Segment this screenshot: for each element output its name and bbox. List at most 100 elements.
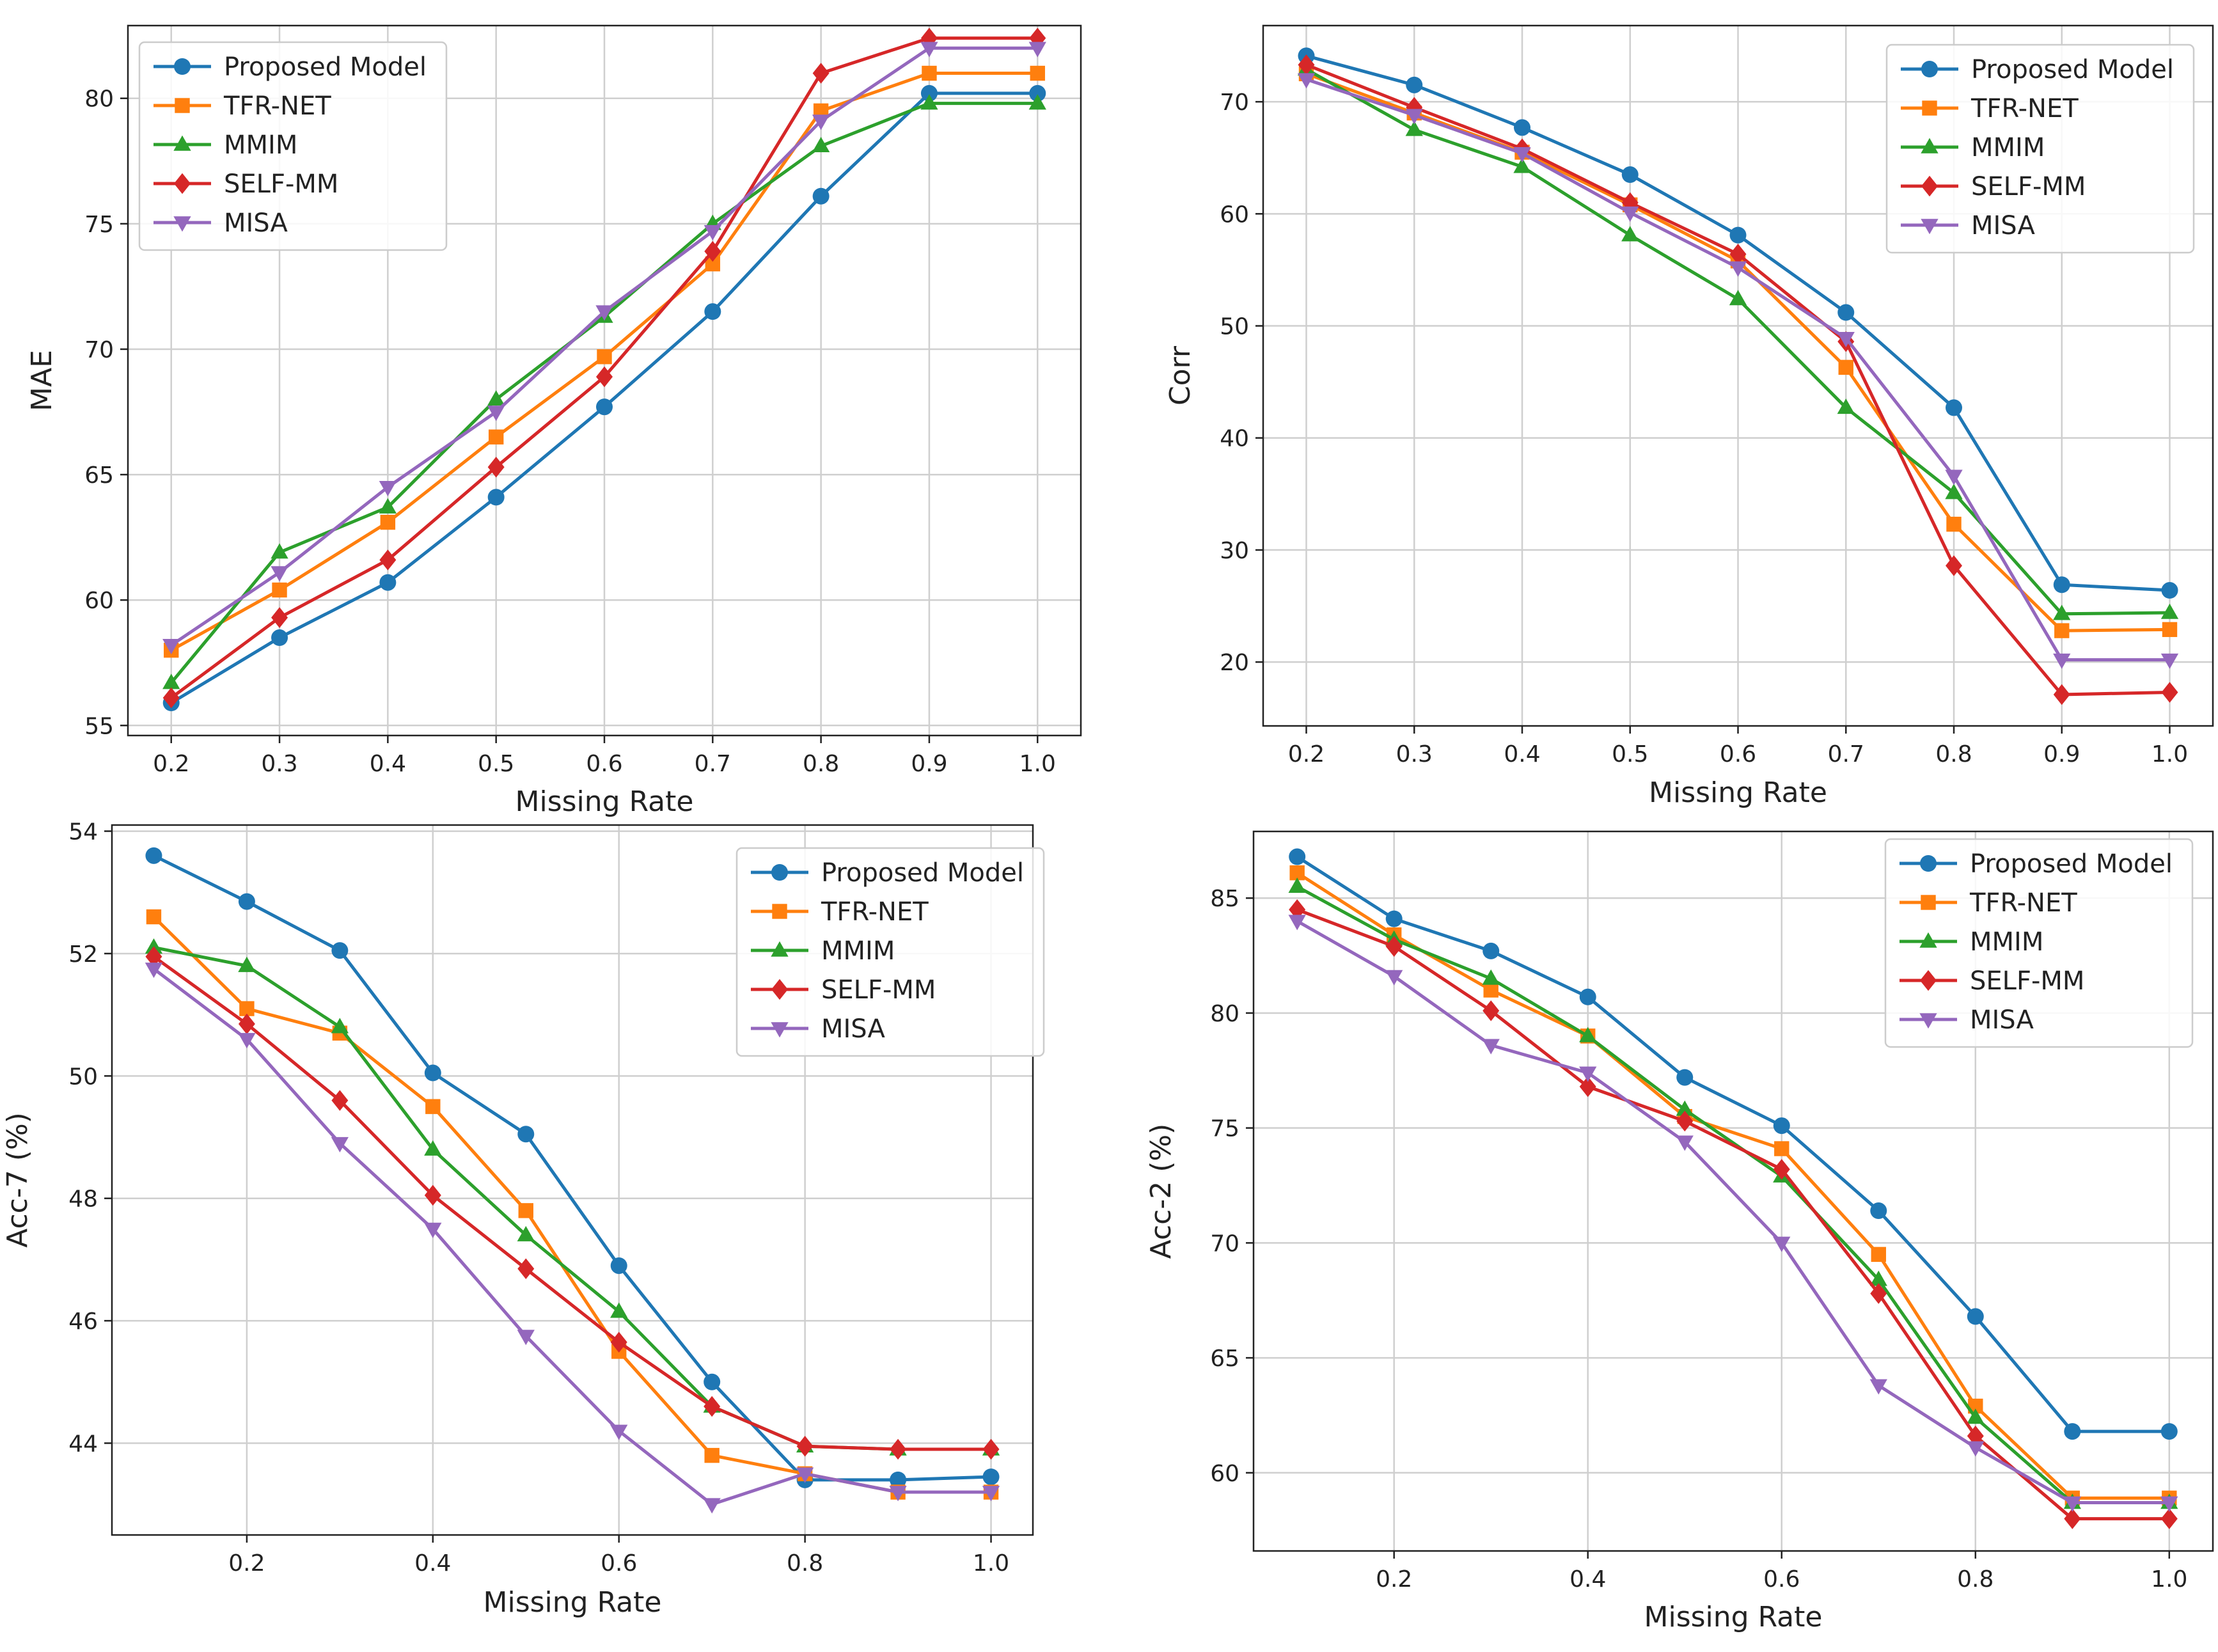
- x-tick-label: 0.2: [153, 751, 189, 777]
- y-tick-label: 75: [1210, 1116, 1239, 1142]
- data-point-misa: [812, 114, 830, 130]
- data-point-proposed-model: [1483, 942, 1500, 959]
- data-point-mmim: [424, 1140, 442, 1156]
- data-point-misa: [703, 1498, 721, 1514]
- legend-label: MMIM: [1971, 133, 2045, 162]
- data-point-mmim: [238, 956, 256, 972]
- legend-marker: [1921, 175, 1938, 197]
- x-tick-label: 0.4: [414, 1550, 451, 1577]
- data-point-proposed-model: [610, 1257, 627, 1274]
- data-point-proposed-model: [704, 303, 721, 320]
- data-point-self-mm: [1729, 244, 1747, 265]
- legend: Proposed Model TFR-NET MMIM SELF-MM MISA: [138, 41, 448, 251]
- legend-label: MISA: [1971, 211, 2035, 240]
- y-tick-label: 52: [68, 941, 98, 968]
- plot-frame: [111, 824, 1034, 1536]
- data-point-proposed-model: [379, 574, 397, 591]
- data-point-self-mm: [424, 1184, 441, 1206]
- data-point-mmim: [1579, 1027, 1597, 1042]
- x-tick-label: 0.8: [803, 751, 839, 777]
- data-point-tfr-net: [1838, 359, 1853, 375]
- x-tick-label: 0.2: [1288, 741, 1325, 767]
- data-point-misa: [1945, 469, 1963, 485]
- x-tick-label: 0.6: [601, 1550, 637, 1577]
- data-point-misa: [1621, 206, 1639, 222]
- data-point-self-mm: [610, 1332, 627, 1353]
- data-point-tfr-net: [239, 1001, 255, 1016]
- legend-marker: [1922, 100, 1937, 116]
- data-point-proposed-model: [517, 1126, 535, 1143]
- legend-label: SELF-MM: [821, 975, 936, 1005]
- legend-box: [1884, 838, 2194, 1048]
- x-tick-label: 0.7: [1828, 741, 1864, 767]
- y-tick-label: 20: [1220, 650, 1249, 676]
- data-point-tfr-net: [705, 256, 721, 272]
- x-tick-label: 0.9: [911, 751, 947, 777]
- data-point-tfr-net: [146, 909, 162, 925]
- x-tick-label: 1.0: [973, 1550, 1009, 1577]
- data-point-proposed-model: [812, 187, 830, 205]
- legend-marker: [174, 173, 191, 194]
- data-point-self-mm: [271, 607, 288, 628]
- data-point-proposed-model: [1385, 910, 1403, 927]
- y-tick-label: 40: [1220, 426, 1249, 452]
- data-point-misa: [2160, 1496, 2178, 1512]
- data-point-self-mm: [2053, 684, 2070, 705]
- legend-marker: [771, 864, 788, 881]
- legend: Proposed Model TFR-NET MMIM SELF-MM MISA: [735, 847, 1045, 1057]
- data-point-tfr-net: [1774, 1141, 1789, 1156]
- data-point-proposed-model: [1406, 76, 1423, 93]
- chart-panel-1: 0.2 0.3 0.4 0.5 0.6 0.7 0.8 0.9 1.0 55 60 65 70 75 80 M…: [26, 24, 1082, 818]
- data-point-proposed-model: [1289, 848, 1306, 865]
- x-tick-label: 0.8: [1957, 1566, 1994, 1593]
- x-tick-label: 1.0: [2151, 1566, 2187, 1593]
- data-point-misa: [2160, 653, 2179, 669]
- data-point-misa: [2053, 653, 2071, 669]
- data-point-misa: [610, 1424, 628, 1440]
- data-point-proposed-model: [331, 942, 349, 959]
- legend-marker: [1919, 932, 1937, 948]
- data-point-self-mm: [1483, 1000, 1500, 1021]
- data-point-proposed-model: [1946, 399, 1962, 416]
- data-point-self-mm: [704, 1396, 721, 1417]
- data-point-self-mm: [1579, 1076, 1596, 1097]
- y-axis-label: Acc-7 (%): [1, 1112, 34, 1248]
- series-line-proposed-model: [1296, 855, 2169, 1433]
- data-point-tfr-net: [813, 103, 829, 119]
- y-axis-label: Corr: [1164, 345, 1197, 405]
- legend-marker: [1919, 1013, 1937, 1029]
- series-line-misa: [152, 967, 991, 1506]
- series-line-mmim: [1296, 885, 2169, 1505]
- y-tick-label: 80: [1210, 1001, 1239, 1027]
- data-point-misa: [2063, 1496, 2081, 1512]
- legend-marker: [771, 941, 789, 957]
- x-tick-label: 0.5: [478, 751, 514, 777]
- data-point-mmim: [610, 1302, 628, 1318]
- data-point-mmim: [517, 1225, 535, 1241]
- data-point-tfr-net: [704, 1447, 720, 1463]
- data-point-self-mm: [796, 1436, 814, 1457]
- legend-marker: [173, 216, 191, 232]
- legend: Proposed Model TFR-NET MMIM SELF-MM MISA: [1885, 43, 2195, 254]
- data-point-misa: [1028, 42, 1046, 58]
- data-point-misa: [1579, 1066, 1597, 1082]
- plot-frame: [1252, 830, 2214, 1552]
- data-point-self-mm: [1298, 54, 1315, 75]
- x-tick-label: 0.5: [1612, 741, 1648, 767]
- legend-marker: [1920, 855, 1937, 872]
- y-tick-label: 55: [84, 713, 114, 739]
- data-point-self-mm: [517, 1258, 535, 1279]
- data-point-proposed-model: [1579, 988, 1596, 1005]
- data-point-mmim: [162, 673, 180, 689]
- data-point-misa: [162, 639, 180, 655]
- data-point-proposed-model: [145, 847, 162, 864]
- data-point-self-mm: [379, 549, 397, 570]
- data-point-tfr-net: [1871, 1247, 1886, 1263]
- x-tick-label: 0.4: [370, 751, 406, 777]
- data-point-misa: [1405, 109, 1423, 125]
- data-point-self-mm: [1773, 1159, 1790, 1180]
- data-point-misa: [595, 305, 613, 321]
- y-tick-label: 65: [1210, 1346, 1239, 1372]
- data-point-mmim: [1869, 1270, 1887, 1286]
